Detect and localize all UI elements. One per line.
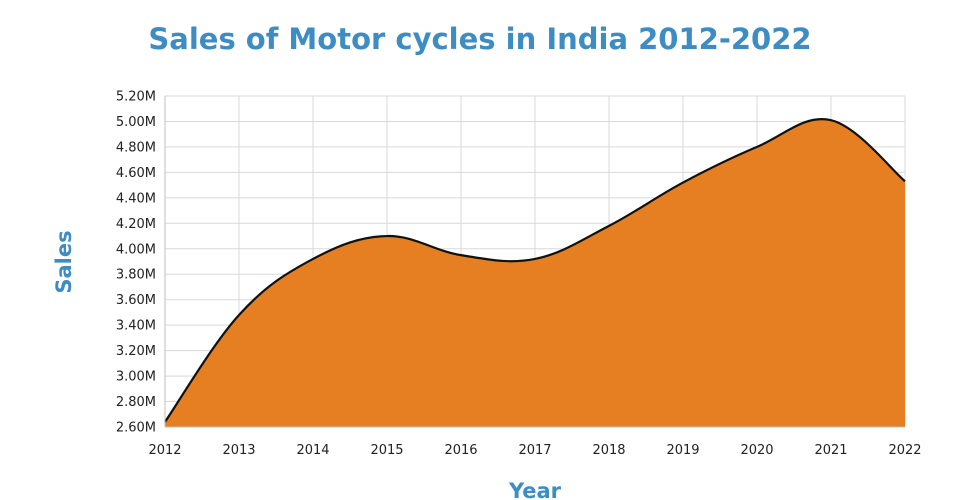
x-tick-label: 2015 xyxy=(370,443,403,458)
y-tick-label: 3.80M xyxy=(116,268,156,283)
x-tick-label: 2014 xyxy=(296,443,329,458)
y-tick-label: 3.60M xyxy=(116,293,156,308)
y-tick-label: 2.80M xyxy=(116,395,156,410)
y-tick-label: 2.60M xyxy=(116,421,156,436)
x-tick-label: 2021 xyxy=(814,443,847,458)
x-tick-label: 2016 xyxy=(444,443,477,458)
y-tick-label: 3.00M xyxy=(116,370,156,385)
x-tick-label: 2019 xyxy=(666,443,699,458)
chart-title: Sales of Motor cycles in India 2012-2022 xyxy=(148,22,812,56)
x-tick-label: 2017 xyxy=(518,443,551,458)
y-tick-label: 4.40M xyxy=(116,191,156,206)
sales-area-fill xyxy=(165,119,905,427)
x-axis-label: Year xyxy=(508,479,562,500)
y-tick-label: 3.20M xyxy=(116,344,156,359)
y-tick-label: 4.20M xyxy=(116,217,156,232)
y-tick-label: 3.40M xyxy=(116,319,156,334)
x-tick-label: 2013 xyxy=(222,443,255,458)
x-tick-label: 2018 xyxy=(592,443,625,458)
x-tick-label: 2020 xyxy=(740,443,773,458)
y-tick-label: 4.80M xyxy=(116,140,156,155)
y-tick-label: 4.00M xyxy=(116,242,156,257)
y-tick-label: 5.00M xyxy=(116,115,156,130)
sales-line xyxy=(164,118,906,423)
x-tick-label: 2012 xyxy=(148,443,181,458)
y-tick-label: 5.20M xyxy=(116,90,156,105)
x-tick-label: 2022 xyxy=(888,443,921,458)
y-tick-label: 4.60M xyxy=(116,166,156,181)
